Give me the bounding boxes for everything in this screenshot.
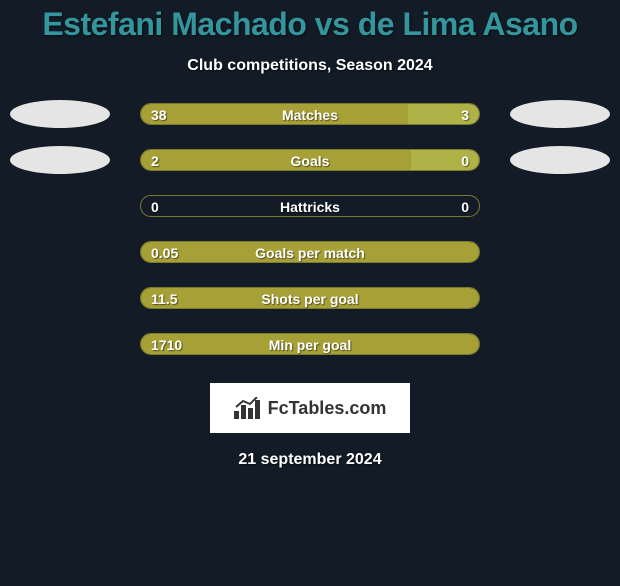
avatar-right xyxy=(510,100,610,128)
stat-label: Matches xyxy=(141,104,479,125)
stat-bar: 1710 Min per goal xyxy=(140,333,480,355)
stat-bar: 11.5 Shots per goal xyxy=(140,287,480,309)
stat-row: 0 Hattricks 0 xyxy=(0,195,620,217)
stat-value-right: 0 xyxy=(461,196,469,217)
subtitle: Club competitions, Season 2024 xyxy=(0,57,620,75)
stat-label: Hattricks xyxy=(141,196,479,217)
stat-label: Shots per goal xyxy=(141,288,479,309)
stat-bar: 0.05 Goals per match xyxy=(140,241,480,263)
logo-text: FcTables.com xyxy=(268,398,387,419)
stat-row: 2 Goals 0 xyxy=(0,149,620,171)
avatar-left xyxy=(10,100,110,128)
stat-value-right: 3 xyxy=(461,104,469,125)
stat-row: 1710 Min per goal xyxy=(0,333,620,355)
stat-label: Goals per match xyxy=(141,242,479,263)
stat-bar: 38 Matches 3 xyxy=(140,103,480,125)
page-title: Estefani Machado vs de Lima Asano xyxy=(0,6,620,43)
stat-bar: 0 Hattricks 0 xyxy=(140,195,480,217)
stat-value-right: 0 xyxy=(461,150,469,171)
stat-bar: 2 Goals 0 xyxy=(140,149,480,171)
fctables-logo[interactable]: FcTables.com xyxy=(210,383,410,433)
stat-label: Goals xyxy=(141,150,479,171)
stat-row: 11.5 Shots per goal xyxy=(0,287,620,309)
chart-icon xyxy=(234,397,262,419)
date-text: 21 september 2024 xyxy=(0,451,620,469)
stat-row: 38 Matches 3 xyxy=(0,103,620,125)
stat-row: 0.05 Goals per match xyxy=(0,241,620,263)
stat-label: Min per goal xyxy=(141,334,479,355)
avatar-right xyxy=(510,146,610,174)
avatar-left xyxy=(10,146,110,174)
stat-rows: 38 Matches 3 2 Goals 0 0 Hattricks 0 xyxy=(0,103,620,355)
